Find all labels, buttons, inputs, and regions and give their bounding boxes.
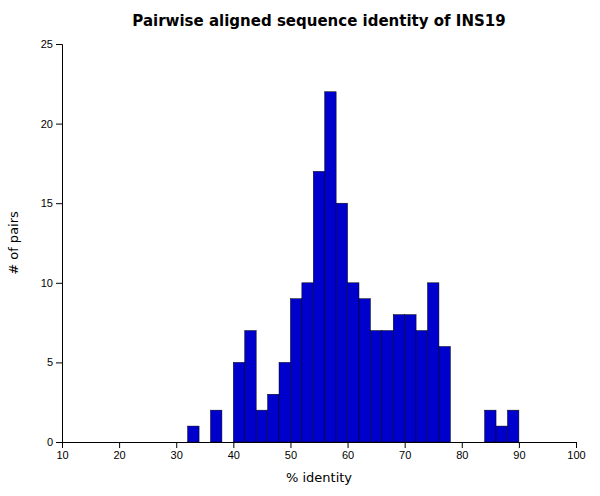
tick: 50 (285, 442, 297, 461)
tick-mark (290, 442, 291, 448)
tick-label: 25 (41, 38, 53, 50)
bar (233, 362, 244, 442)
bar (428, 283, 439, 442)
tick: 100 (567, 442, 585, 461)
tick-mark (348, 442, 349, 448)
tick-mark (576, 442, 577, 448)
bar (496, 426, 507, 442)
tick-mark (405, 442, 406, 448)
bar (370, 331, 381, 442)
tick-label: 0 (47, 436, 53, 448)
bar (199, 442, 210, 443)
tick: 40 (228, 442, 240, 461)
tick-label: 10 (56, 449, 68, 461)
bar (222, 442, 233, 443)
tick-label: 15 (41, 197, 53, 209)
tick-label: 80 (456, 449, 468, 461)
tick: 80 (456, 442, 468, 461)
bar (290, 299, 301, 442)
tick-label: 40 (228, 449, 240, 461)
plot-area: 10 20 30 40 50 60 70 80 90 100 0 5 10 15 20 25 (41, 38, 586, 461)
tick: 20 (113, 442, 125, 461)
bar (405, 315, 416, 442)
tick-mark (56, 203, 62, 204)
bars (188, 92, 519, 442)
tick: 5 (47, 356, 62, 368)
tick: 10 (56, 442, 68, 461)
bar (325, 92, 336, 442)
bar (485, 410, 496, 442)
x-axis-title: % identity (286, 470, 352, 485)
tick-label: 5 (47, 356, 53, 368)
tick: 90 (513, 442, 525, 461)
title: Pairwise aligned sequence identity of IN… (132, 12, 505, 30)
tick-mark (56, 44, 62, 45)
bar (507, 410, 518, 442)
axis-line (56, 45, 63, 443)
bar (416, 331, 427, 442)
tick: 30 (171, 442, 183, 461)
y-axis: 0 5 10 15 20 25 (41, 38, 63, 448)
tick-label: 10 (41, 277, 53, 289)
tick-label: 70 (399, 449, 411, 461)
tick-label: 100 (567, 449, 585, 461)
bar (336, 203, 347, 442)
tick-mark (56, 362, 62, 363)
tick-mark (176, 442, 177, 448)
bar (439, 346, 450, 442)
bar (382, 331, 393, 442)
tick-mark (56, 442, 62, 443)
bar (393, 315, 404, 442)
tick-label: 60 (342, 449, 354, 461)
tick-label: 30 (171, 449, 183, 461)
bar (210, 410, 221, 442)
tick-label: 50 (285, 449, 297, 461)
x-axis: 10 20 30 40 50 60 70 80 90 100 (56, 442, 585, 461)
tick: 15 (41, 197, 62, 209)
tick-mark (462, 442, 463, 448)
tick-mark (56, 283, 62, 284)
bar (245, 331, 256, 442)
tick: 20 (41, 118, 62, 130)
tick: 70 (399, 442, 411, 461)
tick-label: 90 (513, 449, 525, 461)
tick: 25 (41, 38, 62, 50)
axis-line (63, 443, 577, 449)
tick-mark (56, 124, 62, 125)
bar (348, 283, 359, 442)
bar (279, 362, 290, 442)
bar (302, 283, 313, 442)
tick: 10 (41, 277, 62, 289)
tick-label: 20 (113, 449, 125, 461)
tick: 0 (47, 436, 62, 448)
bar (359, 299, 370, 442)
tick-mark (119, 442, 120, 448)
y-axis-title: # of pairs (6, 211, 21, 275)
tick-mark (233, 442, 234, 448)
tick: 60 (342, 442, 354, 461)
chart: 10 20 30 40 50 60 70 80 90 100 0 5 10 15 20 25 Pairwise … (0, 0, 600, 496)
bar (188, 426, 199, 442)
tick-label: 20 (41, 118, 53, 130)
bar (256, 410, 267, 442)
bar (268, 394, 279, 442)
tick-mark (519, 442, 520, 448)
bar (313, 171, 324, 442)
